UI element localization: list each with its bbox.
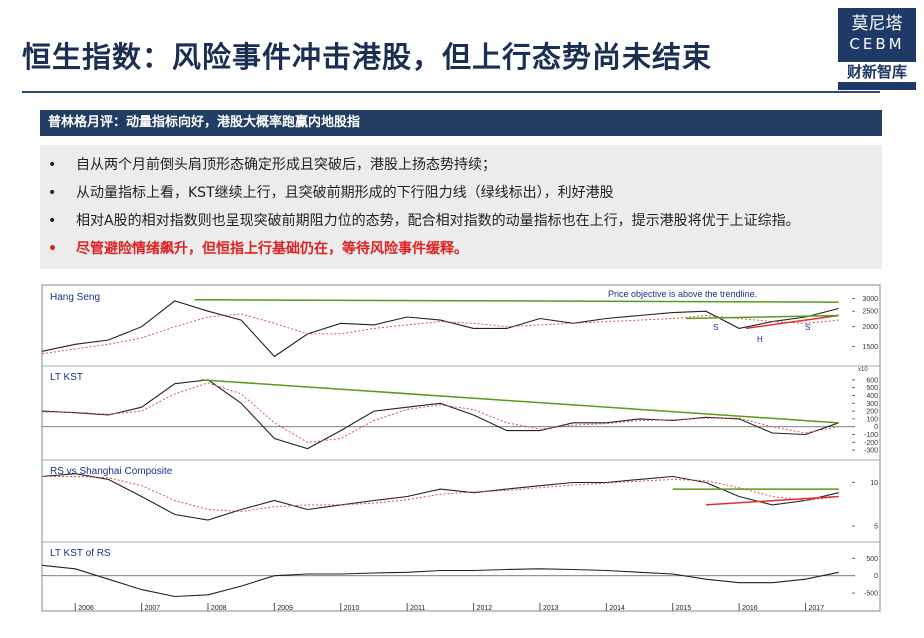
- y-tick-label: 600: [866, 377, 878, 384]
- annotation: H: [757, 335, 763, 344]
- y-tick-label: 10: [870, 480, 878, 487]
- y-tick-label: 2000: [862, 324, 878, 331]
- panel-title: RS vs Shanghai Composite: [50, 466, 173, 477]
- chart-frame: [41, 284, 881, 612]
- annotation: S: [805, 323, 810, 332]
- logo-mid: CEBM: [849, 35, 905, 53]
- x-tick-label: 2008: [211, 605, 227, 612]
- trendline: [745, 314, 839, 330]
- x-tick-label: 2015: [676, 605, 692, 612]
- x-tick-label: 2014: [609, 605, 625, 612]
- trendline: [686, 314, 839, 320]
- moving-average: [41, 382, 839, 443]
- price-line: [41, 300, 839, 358]
- y-tick-label: -200: [864, 440, 878, 447]
- logo-bottom: 财新智库: [838, 62, 916, 82]
- y-tick-label: 300: [866, 401, 878, 408]
- panel-title: LT KST of RS: [50, 548, 111, 559]
- y-tick-label: 1500: [862, 344, 878, 351]
- x-tick-label: 2010: [344, 605, 360, 612]
- x-tick-label: 2017: [809, 605, 825, 612]
- slide-title: 恒生指数：风险事件冲击港股，但上行态势尚未结束: [22, 40, 713, 74]
- moving-average: [42, 476, 839, 513]
- bullet-highlight: 尽管避险情绪飙升，但恒指上行基础仍在，等待风险事件缓释。: [40, 235, 882, 263]
- y-tick-label: -500: [864, 591, 878, 598]
- bullet: 相对A股的相对指数则也呈现突破前期阻力位的态势，配合相对指数的动量指标也在上行，…: [40, 207, 882, 235]
- trendline: [705, 495, 839, 506]
- x-tick-label: 2009: [277, 605, 293, 612]
- price-line: [41, 379, 839, 450]
- banner: 普林格月评：动量指标向好，港股大概率跑赢内地股指: [40, 110, 882, 136]
- x-tick-label: 2011: [410, 605, 425, 612]
- bullet-box: 自从两个月前倒头肩顶形态确定形成且突破后，港股上扬态势持续； 从动量指标上看，K…: [40, 145, 882, 269]
- trendline: [194, 299, 839, 303]
- x-tick-label: 2013: [543, 605, 559, 612]
- bullet: 从动量指标上看，KST继续上行，且突破前期形成的下行阻力线（绿线标出），利好港股: [40, 179, 882, 207]
- y-tick-label: 0: [874, 573, 878, 580]
- trendline: [201, 379, 839, 424]
- panel-title: LT KST: [50, 372, 83, 383]
- annotation: Price objective is above the trendline.: [608, 289, 757, 299]
- y-tick-label: -300: [864, 448, 878, 455]
- x-tick-label: 2012: [477, 605, 493, 612]
- price-line: [41, 564, 839, 598]
- unit-label: x10: [858, 367, 868, 373]
- logo-top: 莫尼塔: [851, 14, 903, 34]
- y-tick-label: 200: [866, 409, 878, 416]
- y-tick-label: 100: [866, 416, 878, 423]
- y-tick-label: 500: [866, 385, 878, 392]
- logo: 莫尼塔 CEBM 财新智库: [838, 8, 916, 90]
- price-line: [41, 473, 839, 521]
- y-tick-label: 500: [866, 556, 878, 563]
- annotation: S: [713, 323, 718, 332]
- x-tick-label: 2007: [145, 605, 161, 612]
- x-tick-label: 2016: [742, 605, 758, 612]
- bullet: 自从两个月前倒头肩顶形态确定形成且突破后，港股上扬态势持续；: [40, 151, 882, 179]
- y-tick-label: 5: [874, 523, 878, 530]
- title-rule: [22, 91, 880, 93]
- moving-average: [41, 313, 839, 355]
- y-tick-label: 0: [874, 424, 878, 431]
- y-tick-label: 2500: [862, 309, 878, 316]
- y-tick-label: 3000: [862, 296, 878, 303]
- x-tick-label: 2006: [78, 605, 94, 612]
- y-tick-label: 400: [866, 393, 878, 400]
- y-tick-label: -100: [864, 432, 878, 439]
- panel-title: Hang Seng: [50, 292, 100, 303]
